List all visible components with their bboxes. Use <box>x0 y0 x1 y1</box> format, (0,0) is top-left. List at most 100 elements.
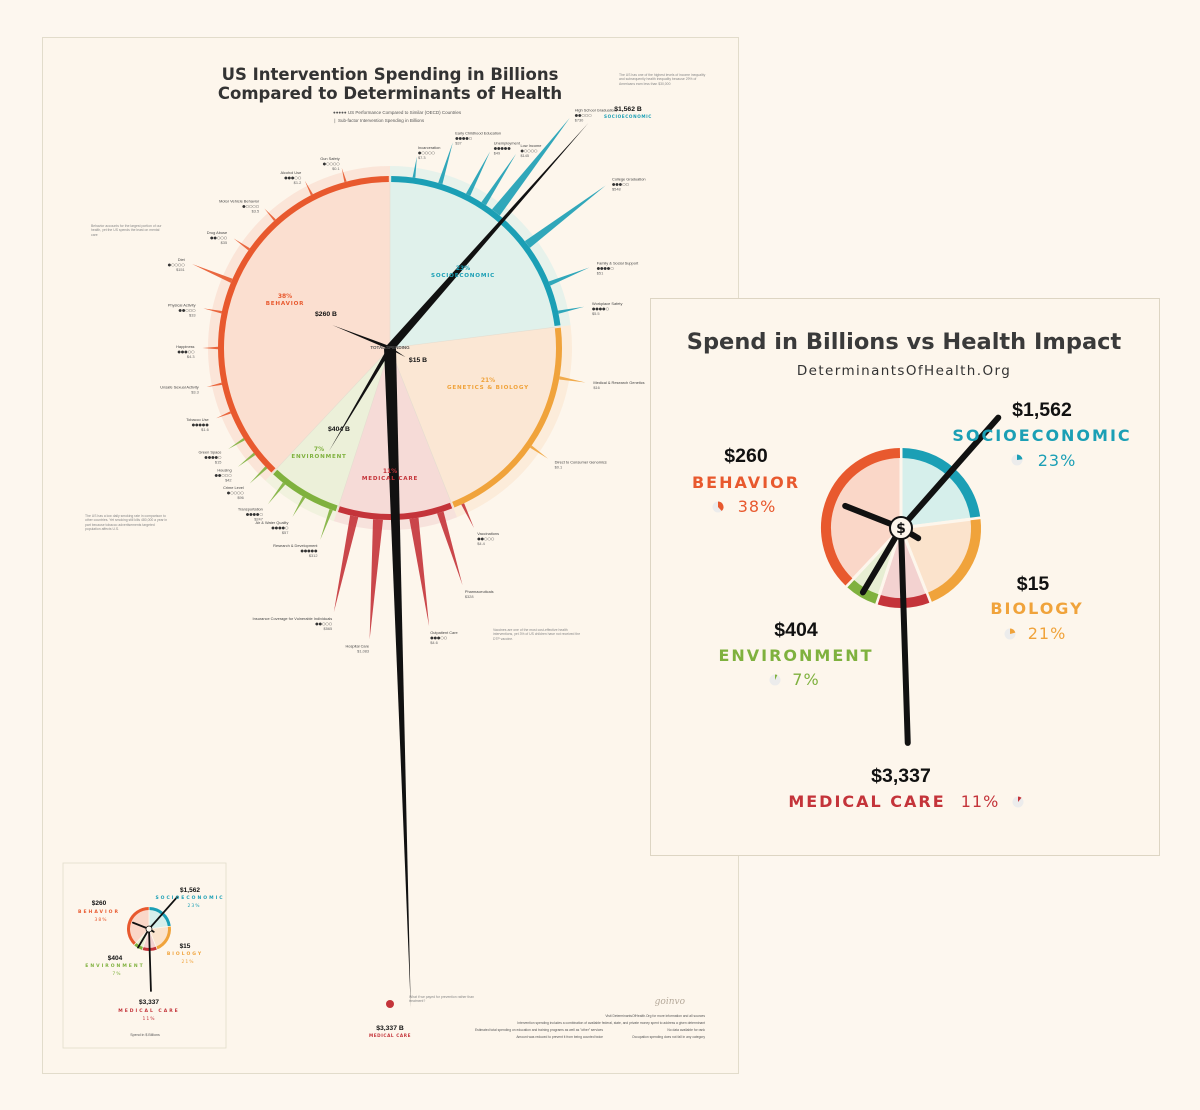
subfactor-name-29: Gun Safety <box>320 156 340 161</box>
poster-value-biology: $15 B <box>409 357 427 364</box>
subfactor-name-13: Hospital Care <box>345 643 369 648</box>
subfactor-value-16: $57 <box>282 530 289 535</box>
subfactor-dots-25: ●○○○○ <box>168 262 186 267</box>
subfactor-dots-4: ●●●●○ <box>455 136 473 141</box>
center-dollar-circle <box>889 516 913 540</box>
subfactor-value-4: $37 <box>455 141 462 146</box>
subfactor-value-9: $0.1 <box>555 464 563 469</box>
card-spoke-socioeconomic <box>898 414 1002 531</box>
subfactor-value-20: $15 <box>215 459 222 464</box>
goinvo-logo: goinvo <box>655 997 686 1007</box>
subfactor-name-2: Family & Social Support <box>597 260 639 265</box>
subfactor-name-23: Happiness <box>176 344 194 349</box>
subfactor-value-13: $1,083 <box>357 648 369 653</box>
mini-socio-pct: 23% <box>187 903 200 909</box>
subfactor-value-15: $312 <box>309 553 318 558</box>
subfactor-name-18: Crime Level <box>223 485 244 490</box>
mini-med-name: MEDICAL CARE <box>118 1008 180 1014</box>
poster-slice-biology <box>390 326 562 508</box>
poster-title-line2: Compared to Determinants of Health <box>218 84 562 103</box>
subfactor-value-11: $328 <box>465 594 474 599</box>
subfactor-value-10: $4.4 <box>477 541 485 546</box>
mini-socio-value: $1,562 <box>180 887 200 894</box>
poster-halo-biology <box>390 325 572 518</box>
poster-left-note-box: Behavior accounts for the largest portio… <box>91 224 162 237</box>
subfactor-bar-9 <box>530 445 549 459</box>
subfactor-dots-2: ●●●●○ <box>597 265 615 270</box>
subfactor-dots-6: ●○○○○ <box>520 148 538 153</box>
subfactor-name-19: Housing <box>217 468 231 473</box>
subfactor-name-21: Tobacco Use <box>186 417 209 422</box>
subfactor-name-0: High School Graduation <box>575 108 616 113</box>
mini-bio-name: BIOLOGY <box>167 951 203 957</box>
mini-behavior-name: BEHAVIOR <box>78 909 120 915</box>
subfactor-bar-1 <box>524 185 606 248</box>
poster-catname-behavior: BEHAVIOR <box>266 301 305 307</box>
center-dollar-icon: $ <box>896 521 906 537</box>
subfactor-bar-16 <box>292 496 306 518</box>
mini-env-value: $404 <box>108 955 123 962</box>
subfactor-value-21: $1.6 <box>201 427 209 432</box>
subfactor-value-27: $3.5 <box>252 209 260 214</box>
subfactor-bar-5 <box>465 151 491 196</box>
mini-med-pct: 11% <box>142 1016 155 1022</box>
subfactor-dots-10: ●●○○○ <box>477 536 495 541</box>
subfactor-name-24: Physical Activity <box>168 303 196 308</box>
card-donut <box>819 414 1002 746</box>
mini-spoke-medical <box>148 928 152 992</box>
mini-behavior-pct: 38% <box>94 917 107 923</box>
subfactor-bar-22 <box>206 382 223 387</box>
subfactor-name-15: Research & Development <box>273 543 318 548</box>
subfactor-bar-26 <box>233 238 250 251</box>
behavior-pct: 38% <box>738 497 777 516</box>
subfactor-bar-7 <box>412 156 417 178</box>
card-spoke-environment <box>859 525 904 596</box>
mini-socio-name: SOCIOECONOMIC <box>155 895 224 901</box>
subfactor-name-12: Outpatient Care <box>430 630 457 635</box>
poster-catname-medical: MEDICAL CARE <box>362 476 418 482</box>
subfactor-name-9: Direct to Consumer Genomics <box>555 459 607 464</box>
environment-value: $404 <box>774 619 818 641</box>
subfactor-name-6: Low Income <box>520 143 541 148</box>
subfactor-value-8: $16 <box>593 385 600 390</box>
card-subtitle: DeterminantsOfHealth.Org <box>797 363 1011 379</box>
subfactor-bar-6 <box>481 153 517 206</box>
poster-legend-dots: ●●●●● US Performance Compared to Similar… <box>333 110 462 115</box>
subfactor-dots-17: ●●●●○ <box>246 512 264 517</box>
biology-pct: 21% <box>1028 624 1067 643</box>
subfactor-bar-24 <box>203 308 223 314</box>
subfactor-name-8: Medical & Research Genetics <box>593 380 644 385</box>
mini-behavior-value: $260 <box>92 900 107 907</box>
subfactor-bar-28 <box>304 180 313 196</box>
poster-value-environment: $404 B <box>328 426 350 433</box>
card-spoke-medical <box>898 525 911 746</box>
poster-footer-line2: Intervention spending includes a combina… <box>517 1021 705 1025</box>
environment-name: ENVIRONMENT <box>718 646 873 665</box>
subfactor-bar-4 <box>438 142 453 185</box>
subfactor-name-27: Motor Vehicle Behavior <box>219 199 260 204</box>
subfactor-name-14: Insurance Coverage for Vulnerable Indivi… <box>253 616 333 621</box>
subfactor-bar-0 <box>491 117 570 216</box>
subfactor-bar-27 <box>264 208 276 221</box>
subfactor-dots-27: ●○○○○ <box>242 204 260 209</box>
poster-catname-socioeconomic: SOCIOECONOMIC <box>431 273 495 279</box>
poster-legend-bar: ❘ Sub-factor Intervention Spending in Bi… <box>333 118 425 124</box>
subfactor-name-3: Workplace Safety <box>592 301 622 306</box>
subfactor-dots-28: ●●●○○ <box>284 175 302 180</box>
mini-spoke-environment <box>137 928 150 949</box>
subfactor-name-20: Green Space <box>198 449 221 454</box>
poster-value-socio-name: SOCIOECONOMIC <box>604 114 652 119</box>
summary-card: Spend in Billions vs Health Impact Deter… <box>650 298 1160 856</box>
subfactor-value-14: $565 <box>324 626 333 631</box>
poster-halo-socioeconomic <box>390 166 571 348</box>
poster-ring-environment <box>273 469 338 512</box>
subfactor-value-5: $49 <box>494 150 501 155</box>
subfactor-value-23: $4.3 <box>187 354 195 359</box>
subfactor-name-26: Drug Abuse <box>207 230 227 235</box>
poster-divider-biology <box>389 326 561 349</box>
subfactor-value-7: $7.3 <box>418 155 426 160</box>
subfactor-bar-25 <box>192 263 233 283</box>
subfactor-dots-1: ●●●○○ <box>612 182 630 187</box>
mini-ring-biology <box>156 926 171 950</box>
